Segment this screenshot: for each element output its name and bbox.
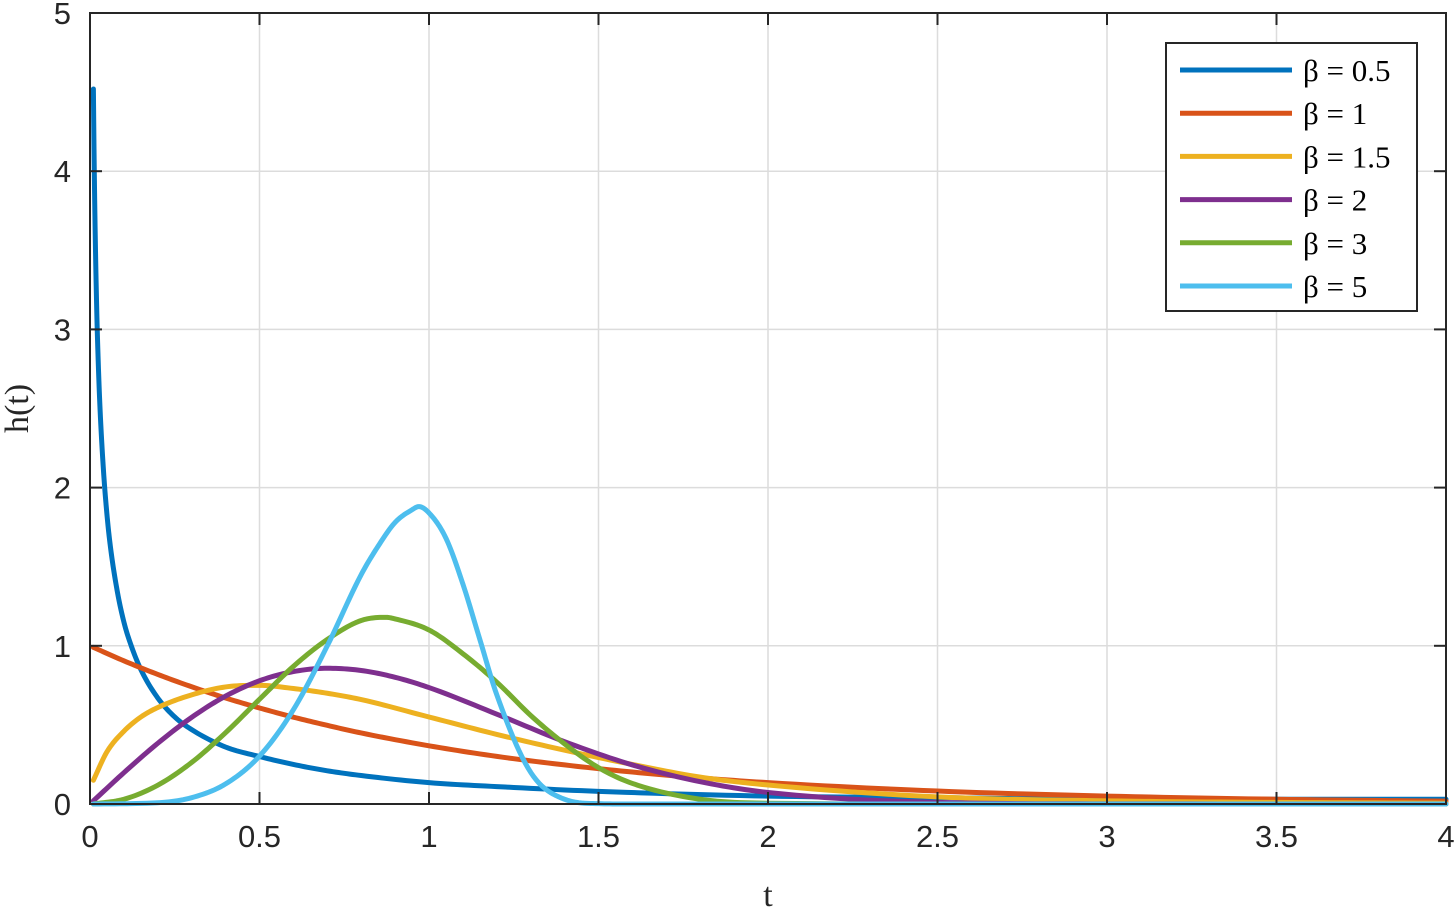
y-tick-label: 3 — [54, 312, 71, 347]
x-tick-label: 2 — [759, 819, 776, 854]
x-tick-label: 2.5 — [916, 819, 959, 854]
x-tick-label: 3.5 — [1255, 819, 1298, 854]
y-tick-label: 4 — [54, 154, 71, 189]
y-tick-label: 0 — [54, 787, 71, 822]
x-tick-label: 1 — [420, 819, 437, 854]
y-tick-label: 5 — [54, 0, 71, 31]
legend-label: β = 1.5 — [1303, 139, 1391, 174]
legend-label: β = 5 — [1303, 269, 1367, 304]
legend-label: β = 0.5 — [1303, 53, 1391, 88]
legend-label: β = 3 — [1303, 226, 1367, 261]
series-line-6 — [90, 504, 1449, 807]
y-tick-label: 1 — [54, 629, 71, 664]
x-tick-label: 1.5 — [577, 819, 620, 854]
legend-label: β = 1 — [1303, 96, 1367, 131]
series-line-5 — [90, 614, 1449, 807]
series-line-1 — [90, 86, 1449, 802]
y-axis-title: h(t) — [0, 384, 36, 433]
y-tick-label: 2 — [54, 471, 71, 506]
legend: β = 0.5 β = 1 β = 1.5 β = 2 β = 3 β = 5 — [1165, 42, 1418, 312]
series-line-3 — [90, 682, 1449, 806]
x-tick-label: 4 — [1437, 819, 1454, 854]
x-tick-label: 0.5 — [238, 819, 281, 854]
axis-ticks: 0 0.5 1 1.5 2 2.5 3 3.5 4 0 1 2 3 4 5 — [54, 0, 1455, 854]
x-axis-title: t — [763, 877, 773, 911]
legend-box — [1165, 42, 1418, 312]
x-tick-label: 3 — [1098, 819, 1115, 854]
x-tick-label: 0 — [81, 819, 98, 854]
legend-label: β = 2 — [1303, 183, 1367, 218]
series-line-2 — [90, 644, 1449, 804]
